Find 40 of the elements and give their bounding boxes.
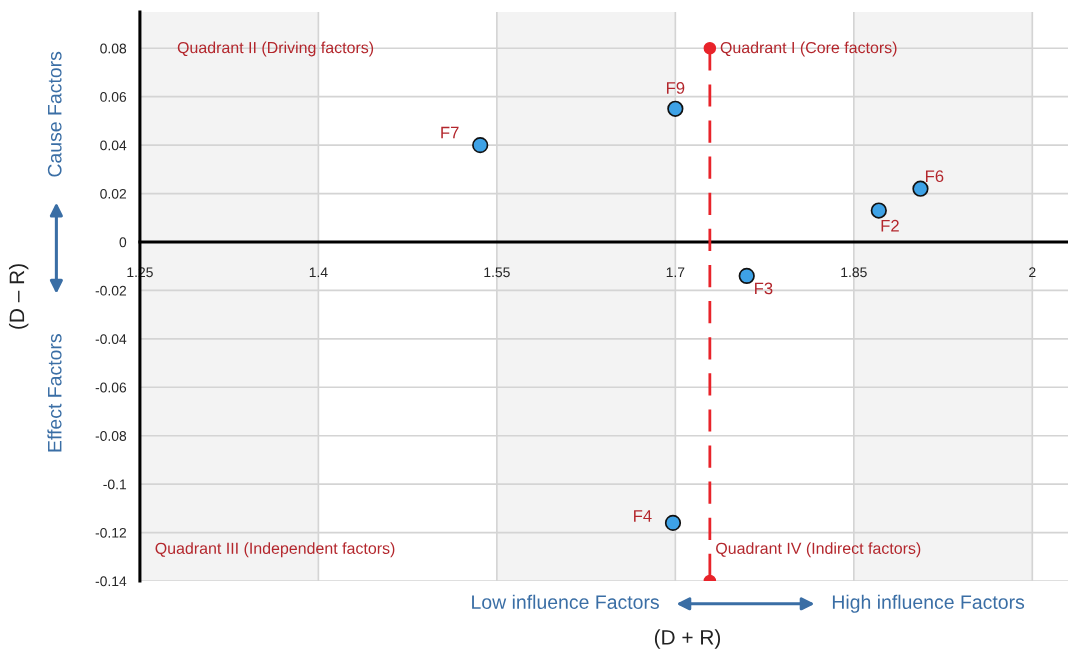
point [703, 42, 717, 55]
y-tick-label: -0.12 [95, 527, 127, 538]
y-tick-label: 0.04 [100, 140, 127, 151]
y-tick-label: 0.02 [100, 188, 127, 199]
y-tick-label: -0.08 [95, 431, 127, 441]
x-tick-label: 1.4 [309, 267, 328, 278]
annotation: Quadrant I (Core factors) [720, 41, 897, 57]
x-tick-label: 2 [1029, 267, 1036, 278]
y-tick-label: -0.06 [95, 382, 127, 393]
text: Cause Factors [47, 51, 62, 177]
text: Low influence Factors [472, 594, 659, 609]
y-axis-title: (D – R) [8, 264, 29, 329]
y-tick-label: 0 [119, 237, 127, 248]
y-tick-label: 0.06 [100, 92, 127, 102]
point [664, 514, 682, 532]
text: Effect Factors [47, 334, 62, 452]
y-tick-label: -0.04 [95, 334, 127, 345]
annotation: Quadrant II (Driving factors) [177, 41, 374, 57]
y-tick-label: -0.02 [95, 285, 127, 296]
series-label: F7 [441, 126, 459, 139]
point [667, 100, 684, 117]
x-axis-title: (D + R) [654, 629, 721, 649]
series-label: F4 [634, 510, 652, 522]
x-tick-label: 1.85 [841, 267, 867, 278]
series-label: F2 [881, 219, 899, 232]
point [870, 202, 887, 219]
text: High influence Factors [832, 594, 1025, 613]
annotation: Quadrant IV (Indirect factors) [716, 542, 921, 558]
series-label: F9 [666, 82, 685, 94]
point [912, 180, 929, 197]
y-tick-label: 0.08 [100, 43, 127, 54]
annotation: Quadrant III (Independent factors) [155, 542, 395, 558]
point [472, 137, 489, 154]
series-label: F6 [925, 170, 944, 183]
y-tick-label: -0.1 [103, 479, 127, 490]
series-label: F3 [755, 282, 773, 295]
point [738, 267, 755, 285]
x-tick-label: 1.7 [666, 267, 685, 278]
x-tick-label: 1.55 [484, 267, 510, 278]
y-tick-label: -0.14 [95, 576, 127, 587]
